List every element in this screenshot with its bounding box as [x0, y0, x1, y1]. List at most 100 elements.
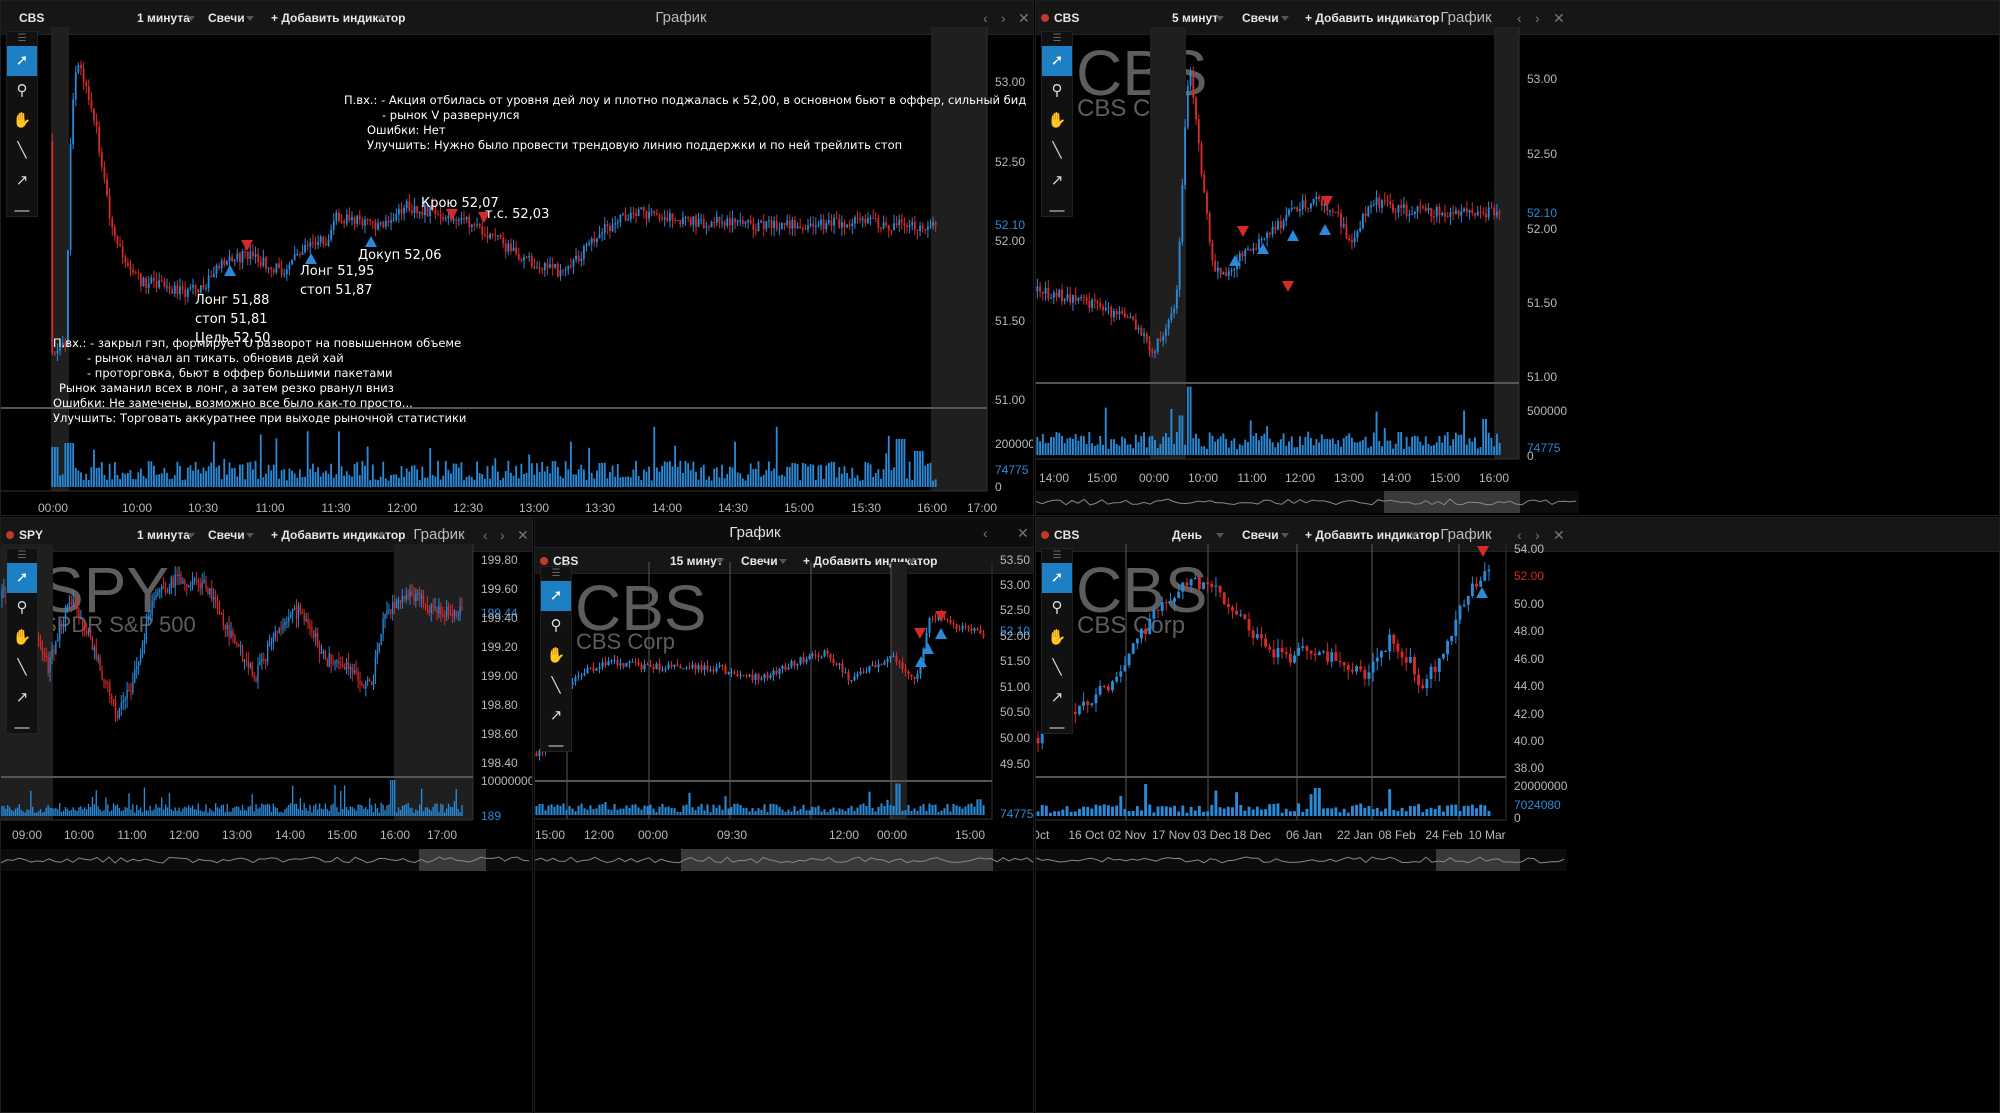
add-indicator-button[interactable]: + Добавить индикатор: [1305, 528, 1440, 542]
hline-icon[interactable]: —: [548, 737, 564, 754]
volume-bar: [429, 448, 432, 487]
line-icon[interactable]: ╲: [1052, 142, 1062, 159]
zoom-icon[interactable]: ⚲: [1051, 82, 1063, 99]
next-icon[interactable]: ›: [1535, 10, 1540, 26]
prev-icon[interactable]: ‹: [1517, 10, 1522, 26]
candle-body: [646, 664, 649, 666]
zoom-icon[interactable]: ⚲: [550, 617, 562, 634]
candle-body: [259, 660, 261, 666]
close-icon[interactable]: ✕: [1553, 527, 1565, 543]
hline-icon[interactable]: —: [1049, 719, 1065, 736]
next-icon[interactable]: ›: [1535, 527, 1540, 543]
line-icon[interactable]: ╲: [17, 659, 27, 676]
chart-panel-cbs-15min[interactable]: График ‹ ✕ CBS 15 минут Свечи + Добавить…: [534, 517, 1034, 1113]
prev-icon[interactable]: ‹: [983, 525, 988, 541]
grip-icon[interactable]: ☰: [551, 568, 561, 579]
interval-selector[interactable]: 15 минут: [670, 554, 723, 568]
symbol-selector[interactable]: CBS: [19, 11, 45, 25]
hand-icon[interactable]: ✋: [546, 647, 566, 664]
candle-body: [530, 255, 533, 267]
candle-body: [263, 658, 265, 660]
close-icon[interactable]: ✕: [1017, 525, 1029, 541]
chart-canvas[interactable]: 53.0052.5052.1052.0051.5051.002000007477…: [1, 1, 1034, 516]
chart-type-selector[interactable]: Свечи: [741, 554, 778, 568]
hand-icon[interactable]: ✋: [12, 112, 32, 129]
symbol-selector[interactable]: CBS: [1054, 528, 1080, 542]
zoom-icon[interactable]: ⚲: [16, 82, 28, 99]
arrow-icon[interactable]: ↗: [15, 172, 29, 189]
symbol-selector[interactable]: SPY: [19, 528, 44, 542]
grip-icon[interactable]: ☰: [1052, 33, 1062, 44]
candle-body: [395, 600, 398, 608]
candle-body: [286, 621, 288, 623]
cursor-icon[interactable]: ➚: [7, 46, 37, 76]
chart-canvas[interactable]: 53.5053.0052.5052.1052.0051.5051.0050.50…: [535, 518, 1034, 1113]
volume-bar: [736, 803, 739, 815]
line-icon[interactable]: ╲: [17, 142, 27, 159]
volume-bar: [202, 467, 205, 487]
chart-panel-spy-1min[interactable]: SPY 1 минута Свечи + Добавить индикатор …: [0, 517, 533, 1113]
close-icon[interactable]: ✕: [517, 527, 529, 543]
arrow-icon[interactable]: ↗: [15, 689, 29, 706]
interval-selector[interactable]: 1 минута: [137, 528, 190, 542]
cursor-icon[interactable]: ➚: [7, 563, 37, 593]
add-indicator-button[interactable]: + Добавить индикатор: [1305, 11, 1440, 25]
volume-bar: [335, 474, 338, 487]
cursor-icon[interactable]: ➚: [1042, 46, 1072, 76]
candle-body: [922, 648, 925, 664]
candle-body: [95, 647, 97, 659]
candle-body: [420, 595, 423, 599]
chart-type-selector[interactable]: Свечи: [208, 11, 245, 25]
hline-icon[interactable]: —: [14, 719, 30, 736]
arrow-icon[interactable]: ↗: [549, 707, 563, 724]
line-icon[interactable]: ╲: [1052, 659, 1062, 676]
volume-bar: [790, 811, 793, 815]
cursor-icon[interactable]: ➚: [1042, 563, 1072, 593]
interval-selector[interactable]: 5 минут: [1172, 11, 1219, 25]
zoom-icon[interactable]: ⚲: [1051, 599, 1063, 616]
hand-icon[interactable]: ✋: [1047, 112, 1067, 129]
symbol-selector[interactable]: CBS: [1054, 11, 1080, 25]
chart-canvas[interactable]: 54.0052.0050.0048.0046.0044.0042.0040.00…: [1036, 518, 2000, 1113]
interval-selector[interactable]: 1 минута: [137, 11, 190, 25]
close-icon[interactable]: ✕: [1553, 10, 1565, 26]
chart-panel-cbs-5min[interactable]: CBS 5 минут Свечи + Добавить индикатор Г…: [1035, 0, 2000, 516]
zoom-icon[interactable]: ⚲: [16, 599, 28, 616]
chart-panel-cbs-daily[interactable]: CBS День Свечи + Добавить индикатор Граф…: [1035, 517, 2000, 1113]
cursor-icon[interactable]: ➚: [541, 581, 571, 611]
close-icon[interactable]: ✕: [1018, 10, 1030, 26]
chart-type-selector[interactable]: Свечи: [1242, 11, 1279, 25]
grip-icon[interactable]: ☰: [1052, 550, 1062, 561]
add-indicator-button[interactable]: + Добавить индикатор: [271, 528, 406, 542]
hline-icon[interactable]: —: [14, 202, 30, 219]
candle-body: [846, 224, 849, 228]
grip-icon[interactable]: ☰: [17, 33, 27, 44]
candle-body: [1175, 289, 1178, 309]
next-icon[interactable]: ›: [1001, 10, 1006, 26]
grip-icon[interactable]: ☰: [17, 550, 27, 561]
prev-icon[interactable]: ‹: [1517, 527, 1522, 543]
chart-type-selector[interactable]: Свечи: [208, 528, 245, 542]
line-icon[interactable]: ╲: [551, 677, 561, 694]
candle-body: [804, 229, 807, 231]
hline-icon[interactable]: —: [1049, 202, 1065, 219]
hand-icon[interactable]: ✋: [12, 629, 32, 646]
chart-canvas[interactable]: 199.80199.60199.44199.40199.20199.00198.…: [1, 518, 533, 1113]
arrow-icon[interactable]: ↗: [1050, 172, 1064, 189]
chart-canvas[interactable]: 53.0052.5052.1052.0051.5051.005000007477…: [1036, 1, 2000, 516]
volume-bar: [1379, 811, 1383, 816]
chart-type-selector[interactable]: Свечи: [1242, 528, 1279, 542]
candle-body: [155, 595, 157, 598]
arrow-icon[interactable]: ↗: [1050, 689, 1064, 706]
prev-icon[interactable]: ‹: [483, 527, 488, 543]
volume-bar: [603, 462, 606, 487]
chart-panel-cbs-1min[interactable]: CBS 1 минута Свечи + Добавить индикатор …: [0, 0, 1034, 516]
prev-icon[interactable]: ‹: [983, 10, 988, 26]
hand-icon[interactable]: ✋: [1047, 629, 1067, 646]
volume-bar: [132, 478, 134, 487]
add-indicator-button[interactable]: + Добавить индикатор: [271, 11, 406, 25]
interval-selector[interactable]: День: [1172, 528, 1202, 542]
candle-body: [718, 217, 721, 223]
next-icon[interactable]: ›: [500, 527, 505, 543]
symbol-selector[interactable]: CBS: [553, 554, 579, 568]
